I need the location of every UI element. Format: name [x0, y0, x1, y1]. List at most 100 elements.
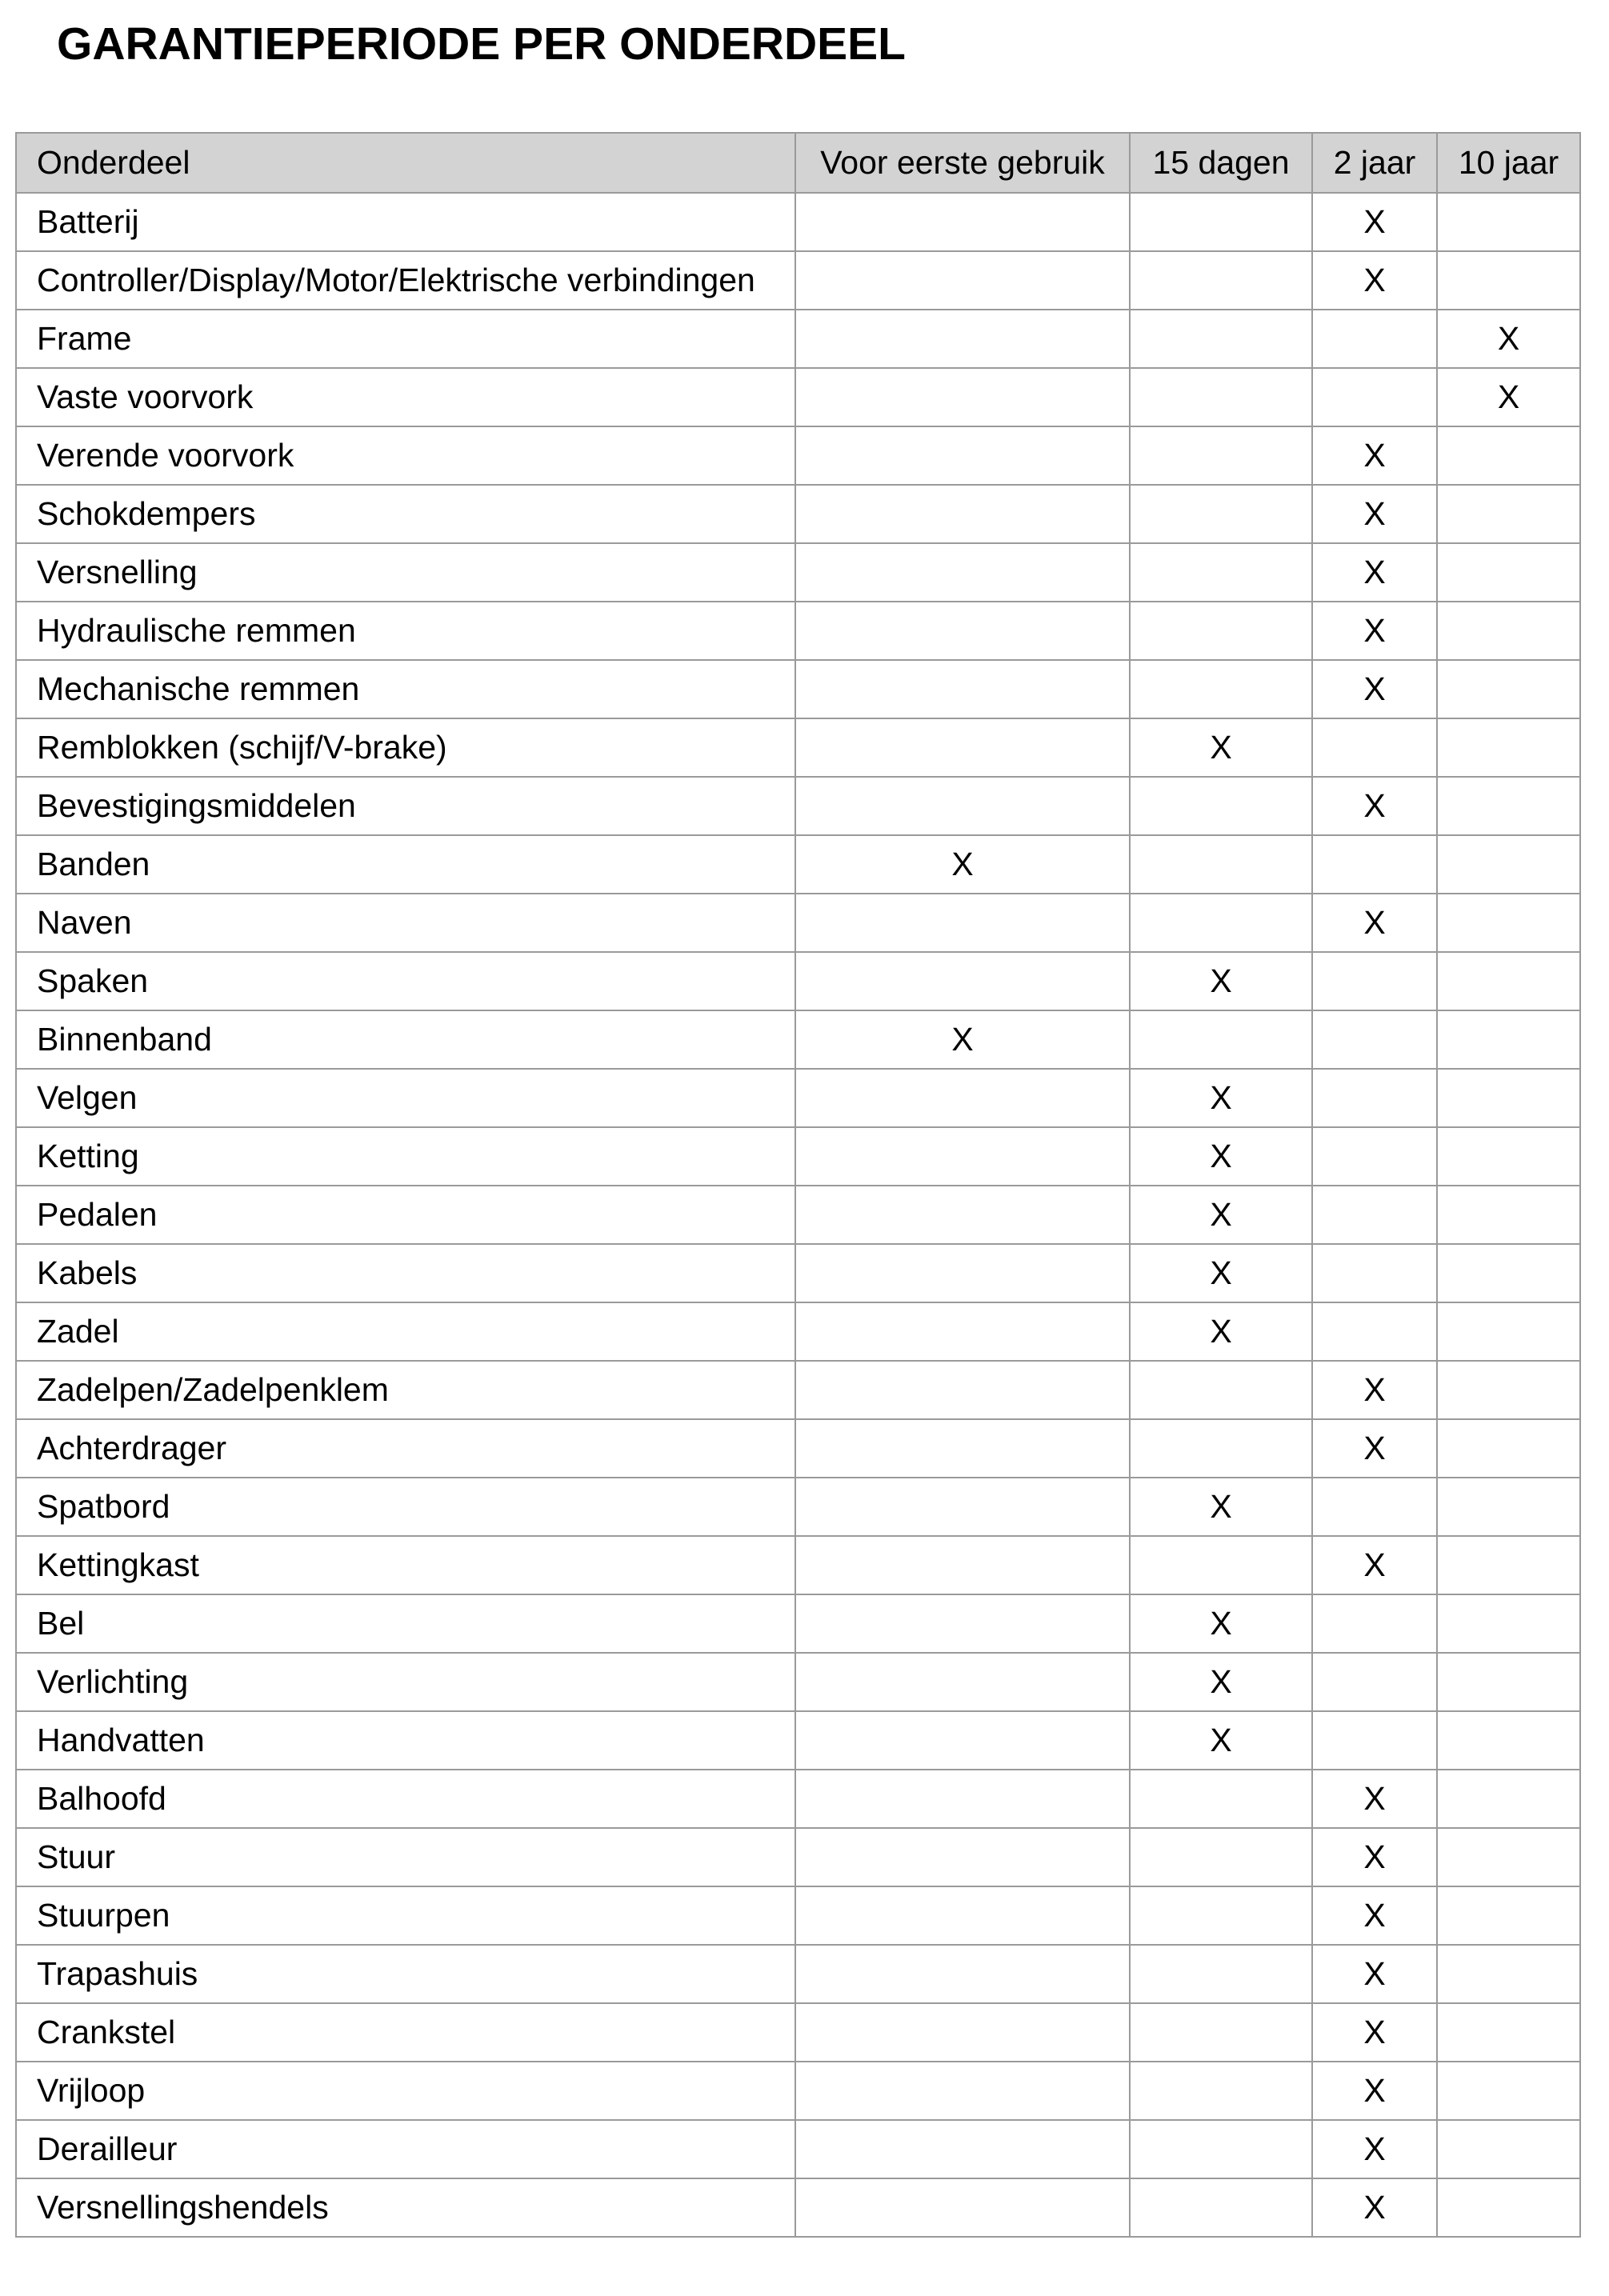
cell-15-dagen: X — [1129, 951, 1313, 1011]
cell-10-jaar — [1436, 484, 1581, 544]
part-name: Naven — [15, 893, 796, 953]
header-voor-eerste-gebruik: Voor eerste gebruik — [794, 132, 1131, 194]
table-header-row: Onderdeel Voor eerste gebruik 15 dagen 2… — [15, 132, 1581, 194]
cell-voor-eerste-gebruik — [794, 1126, 1131, 1186]
cell-2-jaar: X — [1311, 2002, 1438, 2062]
header-15-dagen: 15 dagen — [1129, 132, 1313, 194]
cell-10-jaar — [1436, 250, 1581, 310]
cell-voor-eerste-gebruik — [794, 426, 1131, 486]
cell-10-jaar — [1436, 1243, 1581, 1303]
cell-15-dagen — [1129, 893, 1313, 953]
cell-voor-eerste-gebruik — [794, 250, 1131, 310]
cell-2-jaar: X — [1311, 192, 1438, 252]
cell-15-dagen: X — [1129, 1710, 1313, 1770]
cell-10-jaar — [1436, 893, 1581, 953]
cell-10-jaar — [1436, 426, 1581, 486]
part-name: Zadelpen/Zadelpenklem — [15, 1360, 796, 1420]
cell-2-jaar: X — [1311, 1769, 1438, 1829]
cell-15-dagen — [1129, 2119, 1313, 2179]
cell-15-dagen: X — [1129, 1302, 1313, 1362]
cell-voor-eerste-gebruik — [794, 2061, 1131, 2121]
table-row: Zadelpen/Zadelpenklem X — [15, 1360, 1581, 1420]
cell-voor-eerste-gebruik — [794, 1769, 1131, 1829]
cell-2-jaar: X — [1311, 601, 1438, 661]
cell-15-dagen — [1129, 484, 1313, 544]
table-row: Vrijloop X — [15, 2061, 1581, 2121]
cell-10-jaar — [1436, 1360, 1581, 1420]
cell-2-jaar — [1311, 1302, 1438, 1362]
cell-15-dagen: X — [1129, 1477, 1313, 1537]
table-row: Derailleur X — [15, 2119, 1581, 2179]
cell-15-dagen — [1129, 1944, 1313, 2004]
cell-2-jaar — [1311, 1652, 1438, 1712]
part-name: Zadel — [15, 1302, 796, 1362]
cell-2-jaar: X — [1311, 1360, 1438, 1420]
cell-voor-eerste-gebruik — [794, 309, 1131, 369]
cell-2-jaar: X — [1311, 1886, 1438, 1946]
cell-10-jaar — [1436, 951, 1581, 1011]
cell-2-jaar: X — [1311, 1944, 1438, 2004]
cell-2-jaar: X — [1311, 542, 1438, 602]
part-name: Stuurpen — [15, 1886, 796, 1946]
cell-15-dagen: X — [1129, 1068, 1313, 1128]
cell-voor-eerste-gebruik — [794, 718, 1131, 778]
table-row: Spatbord X — [15, 1477, 1581, 1537]
cell-10-jaar — [1436, 2061, 1581, 2121]
table-row: Ketting X — [15, 1126, 1581, 1186]
cell-2-jaar: X — [1311, 2119, 1438, 2179]
cell-10-jaar — [1436, 1418, 1581, 1478]
header-2-jaar: 2 jaar — [1311, 132, 1438, 194]
table-row: Crankstel X — [15, 2002, 1581, 2062]
table-row: Kabels X — [15, 1243, 1581, 1303]
part-name: Controller/Display/Motor/Elektrische ver… — [15, 250, 796, 310]
cell-10-jaar — [1436, 1652, 1581, 1712]
cell-2-jaar — [1311, 1068, 1438, 1128]
cell-10-jaar — [1436, 1126, 1581, 1186]
cell-voor-eerste-gebruik — [794, 1068, 1131, 1128]
cell-10-jaar — [1436, 1477, 1581, 1537]
cell-voor-eerste-gebruik — [794, 1418, 1131, 1478]
cell-15-dagen — [1129, 2061, 1313, 2121]
cell-15-dagen — [1129, 367, 1313, 427]
cell-voor-eerste-gebruik — [794, 1827, 1131, 1887]
cell-15-dagen — [1129, 1535, 1313, 1595]
cell-2-jaar — [1311, 718, 1438, 778]
cell-10-jaar — [1436, 834, 1581, 894]
cell-10-jaar — [1436, 1068, 1581, 1128]
cell-10-jaar — [1436, 2119, 1581, 2179]
part-name: Bevestigingsmiddelen — [15, 776, 796, 836]
table-row: Pedalen X — [15, 1185, 1581, 1245]
cell-voor-eerste-gebruik — [794, 2002, 1131, 2062]
part-name: Bel — [15, 1594, 796, 1654]
cell-15-dagen — [1129, 1418, 1313, 1478]
cell-voor-eerste-gebruik — [794, 1944, 1131, 2004]
cell-15-dagen — [1129, 250, 1313, 310]
warranty-table: Onderdeel Voor eerste gebruik 15 dagen 2… — [15, 132, 1581, 2238]
part-name: Stuur — [15, 1827, 796, 1887]
cell-10-jaar — [1436, 2178, 1581, 2238]
table-row: Velgen X — [15, 1068, 1581, 1128]
cell-voor-eerste-gebruik — [794, 2178, 1131, 2238]
table-row: Zadel X — [15, 1302, 1581, 1362]
cell-2-jaar — [1311, 1185, 1438, 1245]
cell-10-jaar — [1436, 1827, 1581, 1887]
cell-15-dagen — [1129, 192, 1313, 252]
part-name: Hydraulische remmen — [15, 601, 796, 661]
cell-15-dagen — [1129, 309, 1313, 369]
cell-10-jaar — [1436, 1535, 1581, 1595]
cell-voor-eerste-gebruik — [794, 1886, 1131, 1946]
table-row: Banden X — [15, 834, 1581, 894]
part-name: Verlichting — [15, 1652, 796, 1712]
part-name: Derailleur — [15, 2119, 796, 2179]
cell-15-dagen — [1129, 1010, 1313, 1070]
cell-15-dagen — [1129, 426, 1313, 486]
part-name: Balhoofd — [15, 1769, 796, 1829]
table-row: Stuurpen X — [15, 1886, 1581, 1946]
cell-voor-eerste-gebruik — [794, 1243, 1131, 1303]
cell-voor-eerste-gebruik — [794, 1185, 1131, 1245]
cell-voor-eerste-gebruik: X — [794, 834, 1131, 894]
cell-voor-eerste-gebruik — [794, 1302, 1131, 1362]
cell-voor-eerste-gebruik — [794, 776, 1131, 836]
table-row: Verlichting X — [15, 1652, 1581, 1712]
cell-10-jaar — [1436, 1886, 1581, 1946]
